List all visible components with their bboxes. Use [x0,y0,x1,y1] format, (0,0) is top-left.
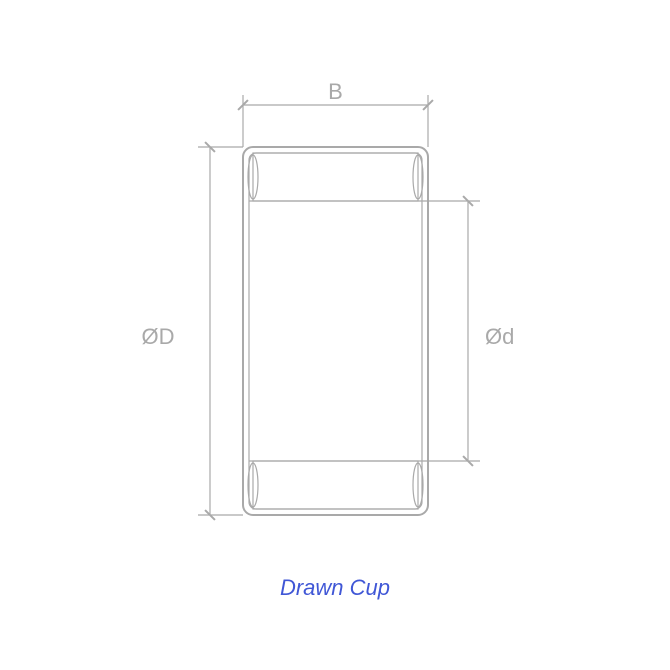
dimension-label-d: Ød [485,324,514,349]
dimension-label-D: ØD [142,324,175,349]
caption-text: Drawn Cup [0,575,670,601]
diagram-container: { "canvas": { "width": 670, "height": 67… [0,0,670,670]
technical-drawing-svg: B ØD Ød [0,0,670,670]
dimension-label-B: B [328,79,343,104]
